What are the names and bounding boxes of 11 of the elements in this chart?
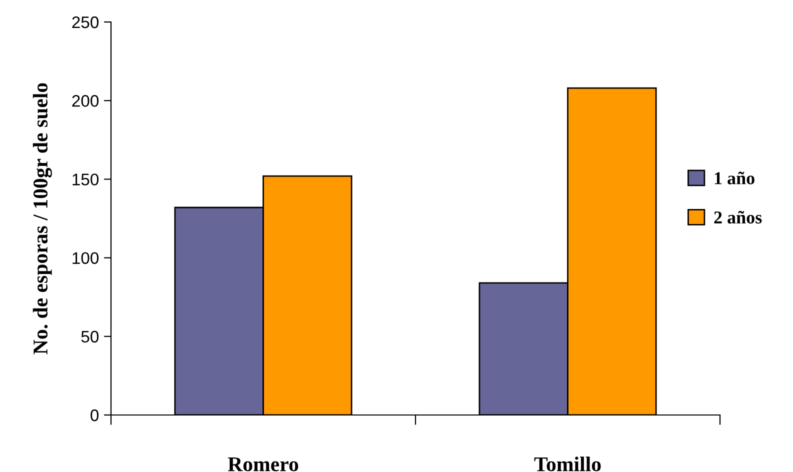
x-tick-label: Romero xyxy=(228,457,298,472)
y-tick-label: 50 xyxy=(81,330,99,343)
y-tick-label: 200 xyxy=(72,95,99,107)
legend-label: 2 años xyxy=(714,210,762,224)
legend-label: 1 año xyxy=(714,172,754,184)
x-tick-label: Tomillo xyxy=(534,456,601,472)
y-axis-title: No. de esporas / 100gr de suelo xyxy=(32,83,52,354)
y-tick-label: 0 xyxy=(90,409,99,422)
y-tick-label: 100 xyxy=(72,252,99,264)
y-tick-label: 150 xyxy=(72,174,99,186)
y-tick-label: 250 xyxy=(72,16,99,28)
